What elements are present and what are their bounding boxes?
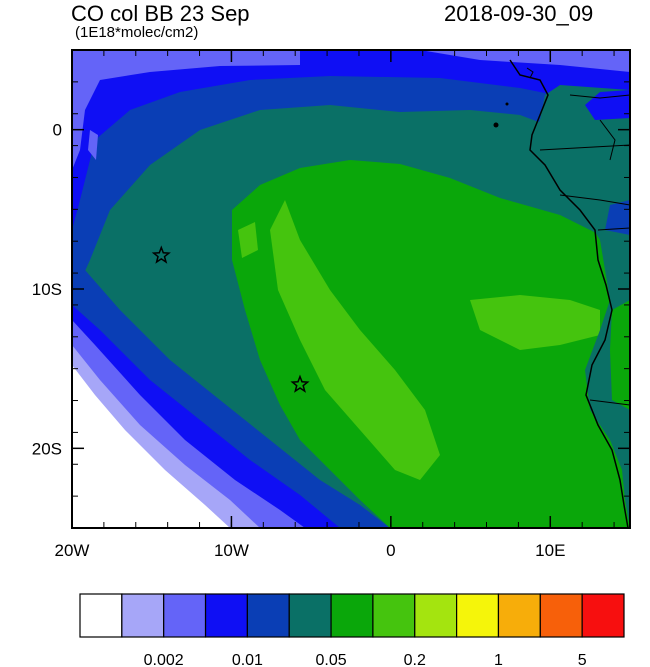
colorbar-label: 0.2 [404,652,426,667]
island-sao-tome [493,122,499,128]
field-level-0.01-north [72,50,630,300]
colorbar-box [497,593,541,638]
colorbar-box [414,593,458,638]
colorbar-box [79,593,123,638]
field-level-0.2-core [270,200,440,480]
field-level-clean-southwest [72,365,230,528]
land-africa [530,85,630,528]
y-tick-label: 0 [53,121,62,140]
co-concentration-field [72,50,630,528]
colorbar-box [372,593,416,638]
colorbar-label: 0.05 [316,652,347,667]
field-level-0.2-east [470,295,600,350]
axis-ticks [71,49,630,529]
star-marker-ascension [151,245,171,264]
colorbar-box [539,593,583,638]
colorbar-label: 0.01 [232,652,263,667]
colorbar-label: 1 [494,652,503,667]
colorbar-box [121,593,165,638]
colorbar: 0.002 0.01 0.05 0.2 1 5 [79,593,625,667]
field-level-0.002-north [72,50,300,170]
y-tick-label: 20S [32,439,62,458]
field-level-0.1 [232,160,630,528]
colorbar-box [246,593,290,638]
y-tick-label: 10S [32,280,62,299]
units-label: (1E18*molec/cm2) [75,24,199,41]
colorbar-box [204,593,248,638]
map-title: CO col BB 23 Sep [71,1,250,26]
map-datetime: 2018-09-30_09 [444,1,594,26]
x-tick-label: 20W [55,541,90,560]
colorbar-box [456,593,500,638]
coastline [509,59,629,528]
x-tick-label: 10W [214,541,249,560]
field-level-0.002-northeast [420,50,630,72]
x-tick-label: 0 [386,541,395,560]
star-marker-st-helena [290,374,310,393]
markers-layer [151,245,310,393]
colorbar-box [288,593,332,638]
colorbar-box [163,593,207,638]
x-tick-label: 10E [535,541,565,560]
colorbar-label: 0.002 [144,652,184,667]
colorbar-label: 5 [578,652,587,667]
colorbar-box [581,593,625,638]
colorbar-box [330,593,374,638]
axis-tick-labels: 20W 10W 0 10E 0 10S 20S [32,121,566,560]
